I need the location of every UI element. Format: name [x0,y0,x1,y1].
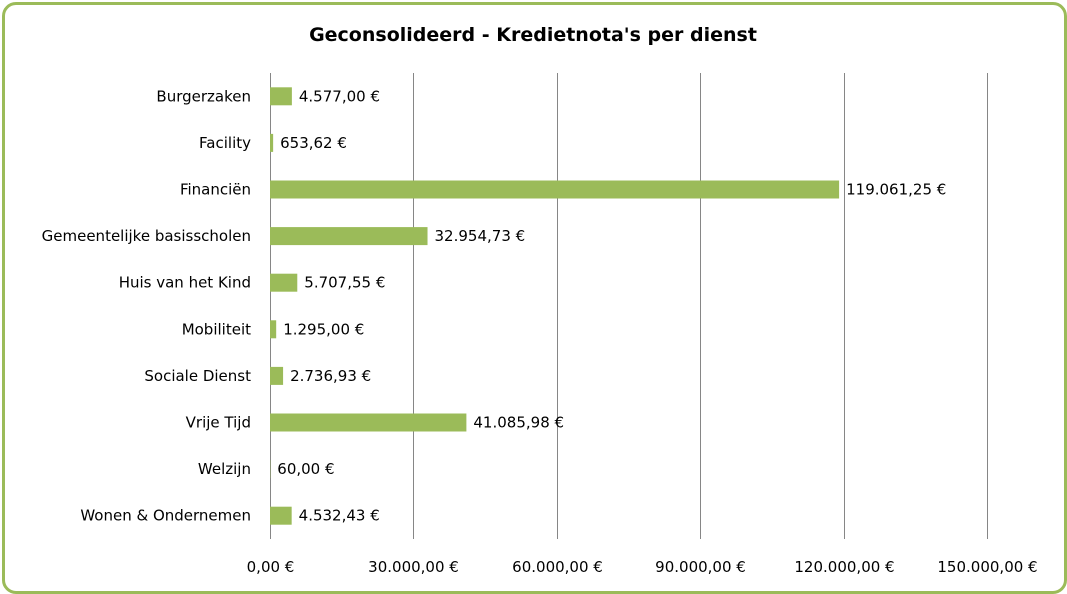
bar [270,227,428,246]
category-label: Huis van het Kind [119,274,251,292]
category-label: Wonen & Ondernemen [80,507,251,525]
bar [270,413,467,432]
data-label: 41.085,98 € [473,414,564,432]
bar [270,180,840,199]
x-tick-label: 30.000,00 € [368,558,459,576]
x-tick-label: 0,00 € [247,558,295,576]
data-label: 4.577,00 € [299,87,380,105]
bar [270,506,292,525]
gridlines [270,73,988,539]
bar [270,273,298,292]
chart-title: Geconsolideerd - Kredietnota's per diens… [309,24,757,46]
bar [270,366,284,385]
category-label: Sociale Dienst [144,367,251,385]
data-label: 1.295,00 € [283,320,364,338]
category-label: Welzijn [198,460,251,478]
data-label: 119.061,25 € [846,181,946,199]
category-label: Burgerzaken [156,87,251,105]
category-label: Financiën [180,181,251,199]
data-label: 653,62 € [280,134,347,152]
x-tick-label: 90.000,00 € [655,558,746,576]
category-label: Facility [199,134,251,152]
data-label: 32.954,73 € [435,227,526,245]
data-label: 5.707,55 € [304,274,385,292]
data-label: 2.736,93 € [290,367,371,385]
category-label: Mobiliteit [182,320,251,338]
bar [270,87,292,106]
x-tick-label: 150.000,00 € [937,558,1037,576]
category-label: Vrije Tijd [186,414,251,432]
bar [270,133,274,152]
x-tick-label: 60.000,00 € [512,558,603,576]
bar [270,320,277,339]
x-tick-label: 120.000,00 € [794,558,894,576]
x-axis-tick-labels: 0,00 € 30.000,00 € 60.000,00 € 90.000,00 € 1… [247,558,1038,576]
category-label: Gemeentelijke basisscholen [42,227,251,245]
data-labels: 4.577,00 € 653,62 € 119.061,25 € 32.954,73 … [277,87,946,524]
data-label: 4.532,43 € [299,507,380,525]
data-label: 60,00 € [277,460,334,478]
category-labels: Burgerzaken Facility Financiën Gemeentelijk… [42,87,251,524]
bars [270,87,840,525]
